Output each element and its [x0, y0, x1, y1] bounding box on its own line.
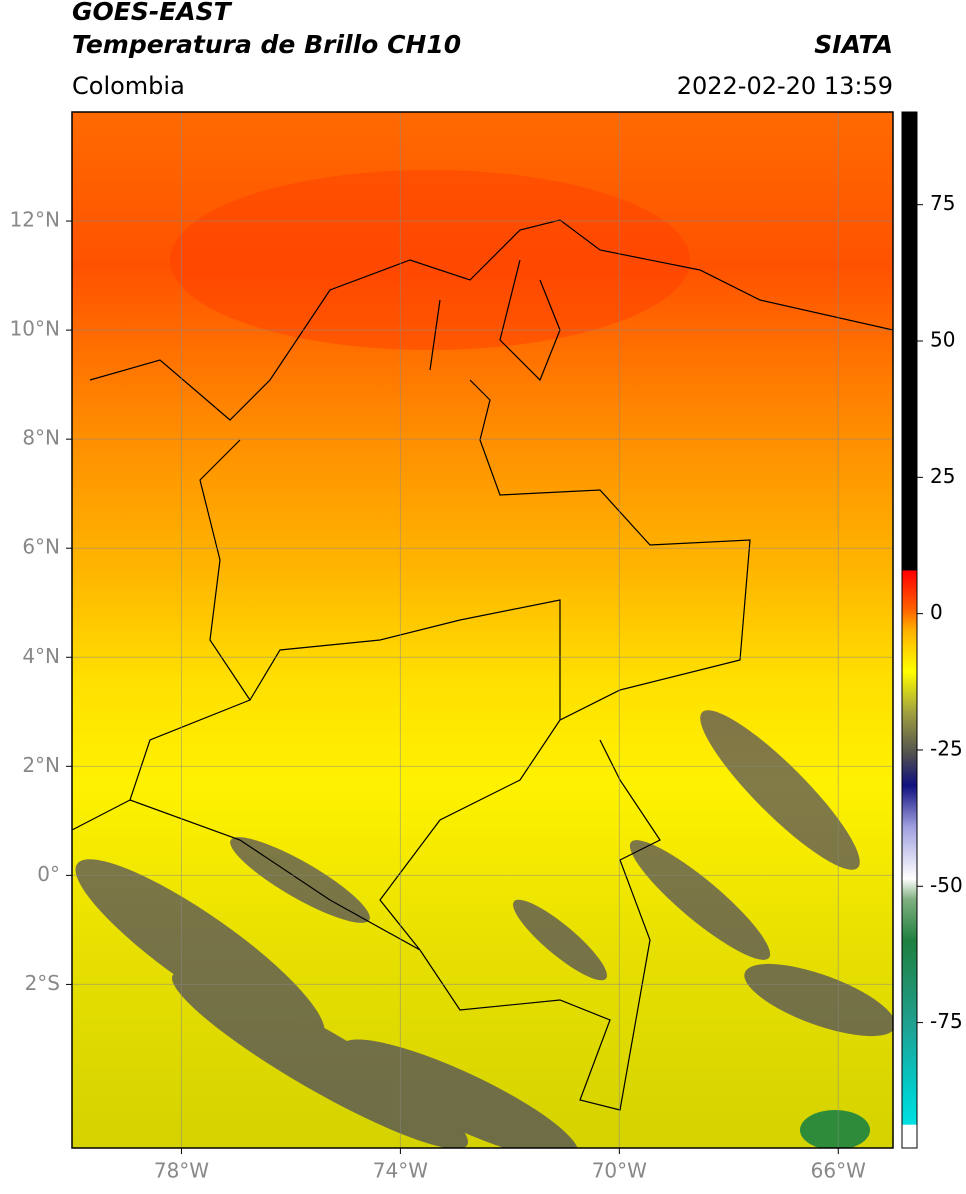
borders: [72, 219, 893, 1111]
x-tick-label: 74°W: [373, 1159, 428, 1183]
region: Colombia: [72, 72, 185, 100]
colorbar-label: -25: [930, 736, 963, 760]
y-tick-label: 2°N: [22, 753, 60, 777]
colorbar-label: -50: [930, 873, 963, 897]
map-frame: [71, 111, 894, 1149]
y-tick-label: 4°N: [22, 644, 60, 668]
colorbar-label: 25: [930, 464, 955, 488]
subtitle: Temperatura de Brillo CH10: [72, 30, 461, 59]
x-tick-label: 78°W: [154, 1159, 209, 1183]
satellite-image: [72, 112, 893, 1148]
y-tick-label: 12°N: [10, 208, 60, 232]
x-tick-label: 70°W: [592, 1159, 647, 1183]
datetime: 2022-02-20 13:59: [677, 72, 893, 100]
y-tick-label: 6°N: [22, 535, 60, 559]
title: GOES-EAST: [72, 0, 233, 26]
colorbar-label: -75: [930, 1009, 963, 1033]
y-tick-label: 10°N: [10, 317, 60, 341]
y-tick-label: 0°: [37, 862, 60, 886]
colorbar: [901, 111, 918, 1149]
x-tick-label: 66°W: [811, 1159, 866, 1183]
colorbar-label: 0: [930, 600, 943, 624]
y-tick-label: 2°S: [25, 971, 60, 995]
colorbar-label: 50: [930, 328, 955, 352]
source: SIATA: [814, 30, 893, 59]
colorbar-label: 75: [930, 191, 955, 215]
y-tick-label: 8°N: [22, 426, 60, 450]
grid: [72, 112, 893, 1148]
